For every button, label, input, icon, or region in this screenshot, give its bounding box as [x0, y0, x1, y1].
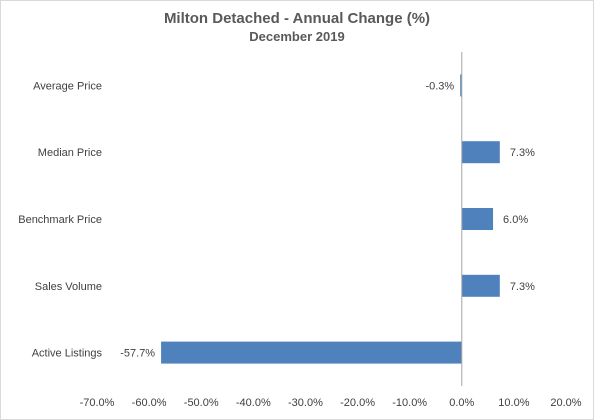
- data-label: 7.3%: [510, 147, 535, 159]
- data-labels: -0.3% 7.3% 6.0% 7.3% -57.7%: [120, 80, 535, 359]
- category-label: Median Price: [38, 147, 102, 159]
- category-label: Average Price: [33, 80, 102, 92]
- bar: [460, 74, 462, 97]
- data-label: -0.3%: [425, 80, 454, 92]
- bars: [161, 74, 500, 364]
- bar: [161, 341, 462, 364]
- x-tick-label: -60.0%: [132, 397, 167, 409]
- data-label: -57.7%: [120, 348, 155, 360]
- x-tick-label: -30.0%: [288, 397, 323, 409]
- category-label: Benchmark Price: [18, 214, 102, 226]
- chart-subtitle: December 2019: [249, 29, 345, 44]
- x-tick-label: -40.0%: [236, 397, 271, 409]
- x-tick-label: 10.0%: [498, 397, 529, 409]
- x-tick-label: 20.0%: [550, 397, 581, 409]
- data-label: 6.0%: [503, 214, 528, 226]
- x-tick-label: -70.0%: [80, 397, 115, 409]
- category-label: Sales Volume: [35, 281, 102, 293]
- data-label: 7.3%: [510, 281, 535, 293]
- x-tick-label: 0.0%: [449, 397, 474, 409]
- category-labels: Average Price Median Price Benchmark Price…: [18, 80, 102, 359]
- bar: [461, 274, 500, 297]
- bar: [461, 208, 494, 230]
- x-tick-label: -10.0%: [392, 397, 427, 409]
- chart-title: Milton Detached - Annual Change (%): [163, 10, 431, 27]
- x-tick-label: -50.0%: [184, 397, 219, 409]
- x-tick-labels: -70.0% -60.0% -50.0% -40.0% -30.0% -20.0% -10.…: [80, 397, 582, 409]
- bar: [461, 141, 500, 164]
- category-label: Active Listings: [32, 348, 103, 360]
- x-tick-label: -20.0%: [340, 397, 375, 409]
